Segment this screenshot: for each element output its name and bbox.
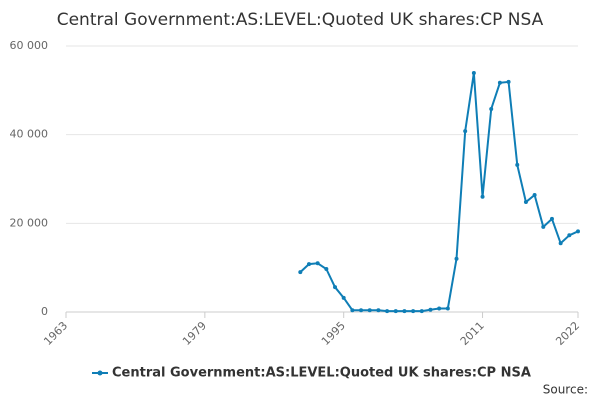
x-tick-label: 1963: [41, 319, 70, 348]
x-tick-label: 2022: [553, 319, 582, 348]
point: [558, 241, 563, 246]
point: [333, 285, 338, 290]
point: [437, 306, 442, 311]
point: [359, 308, 364, 313]
point: [480, 194, 485, 199]
point: [471, 71, 476, 76]
y-tick-label: 60 000: [10, 39, 49, 52]
point: [402, 309, 407, 314]
point: [350, 308, 355, 313]
legend-label: Central Government:AS:LEVEL:Quoted UK sh…: [112, 366, 531, 381]
y-tick-label: 0: [41, 305, 48, 318]
point: [523, 200, 528, 205]
point: [324, 266, 329, 271]
point: [532, 192, 537, 197]
point: [428, 307, 433, 312]
point: [567, 233, 572, 238]
point: [385, 309, 390, 314]
point: [541, 224, 546, 229]
point: [445, 306, 450, 311]
point: [367, 308, 372, 313]
point: [411, 309, 416, 314]
point: [306, 262, 311, 267]
point: [506, 79, 511, 84]
x-tick-label: 1995: [319, 319, 348, 348]
y-tick-label: 20 000: [10, 216, 49, 229]
y-tick-label: 40 000: [10, 128, 49, 141]
x-tick-label: 1979: [180, 319, 209, 348]
point: [463, 129, 468, 134]
point: [497, 80, 502, 85]
source: Source:: [543, 383, 588, 397]
legend-dot: [97, 370, 103, 376]
x-tick-label: 2011: [458, 319, 487, 348]
point: [393, 309, 398, 314]
point: [376, 308, 381, 313]
point: [489, 106, 494, 111]
point: [419, 309, 424, 314]
point: [341, 295, 346, 300]
point: [549, 216, 554, 221]
chart-title: Central Government:AS:LEVEL:Quoted UK sh…: [57, 10, 544, 30]
point: [515, 162, 520, 167]
line: [299, 72, 579, 313]
point: [315, 261, 320, 266]
point: [576, 229, 580, 234]
point: [298, 270, 303, 275]
point: [454, 256, 459, 261]
